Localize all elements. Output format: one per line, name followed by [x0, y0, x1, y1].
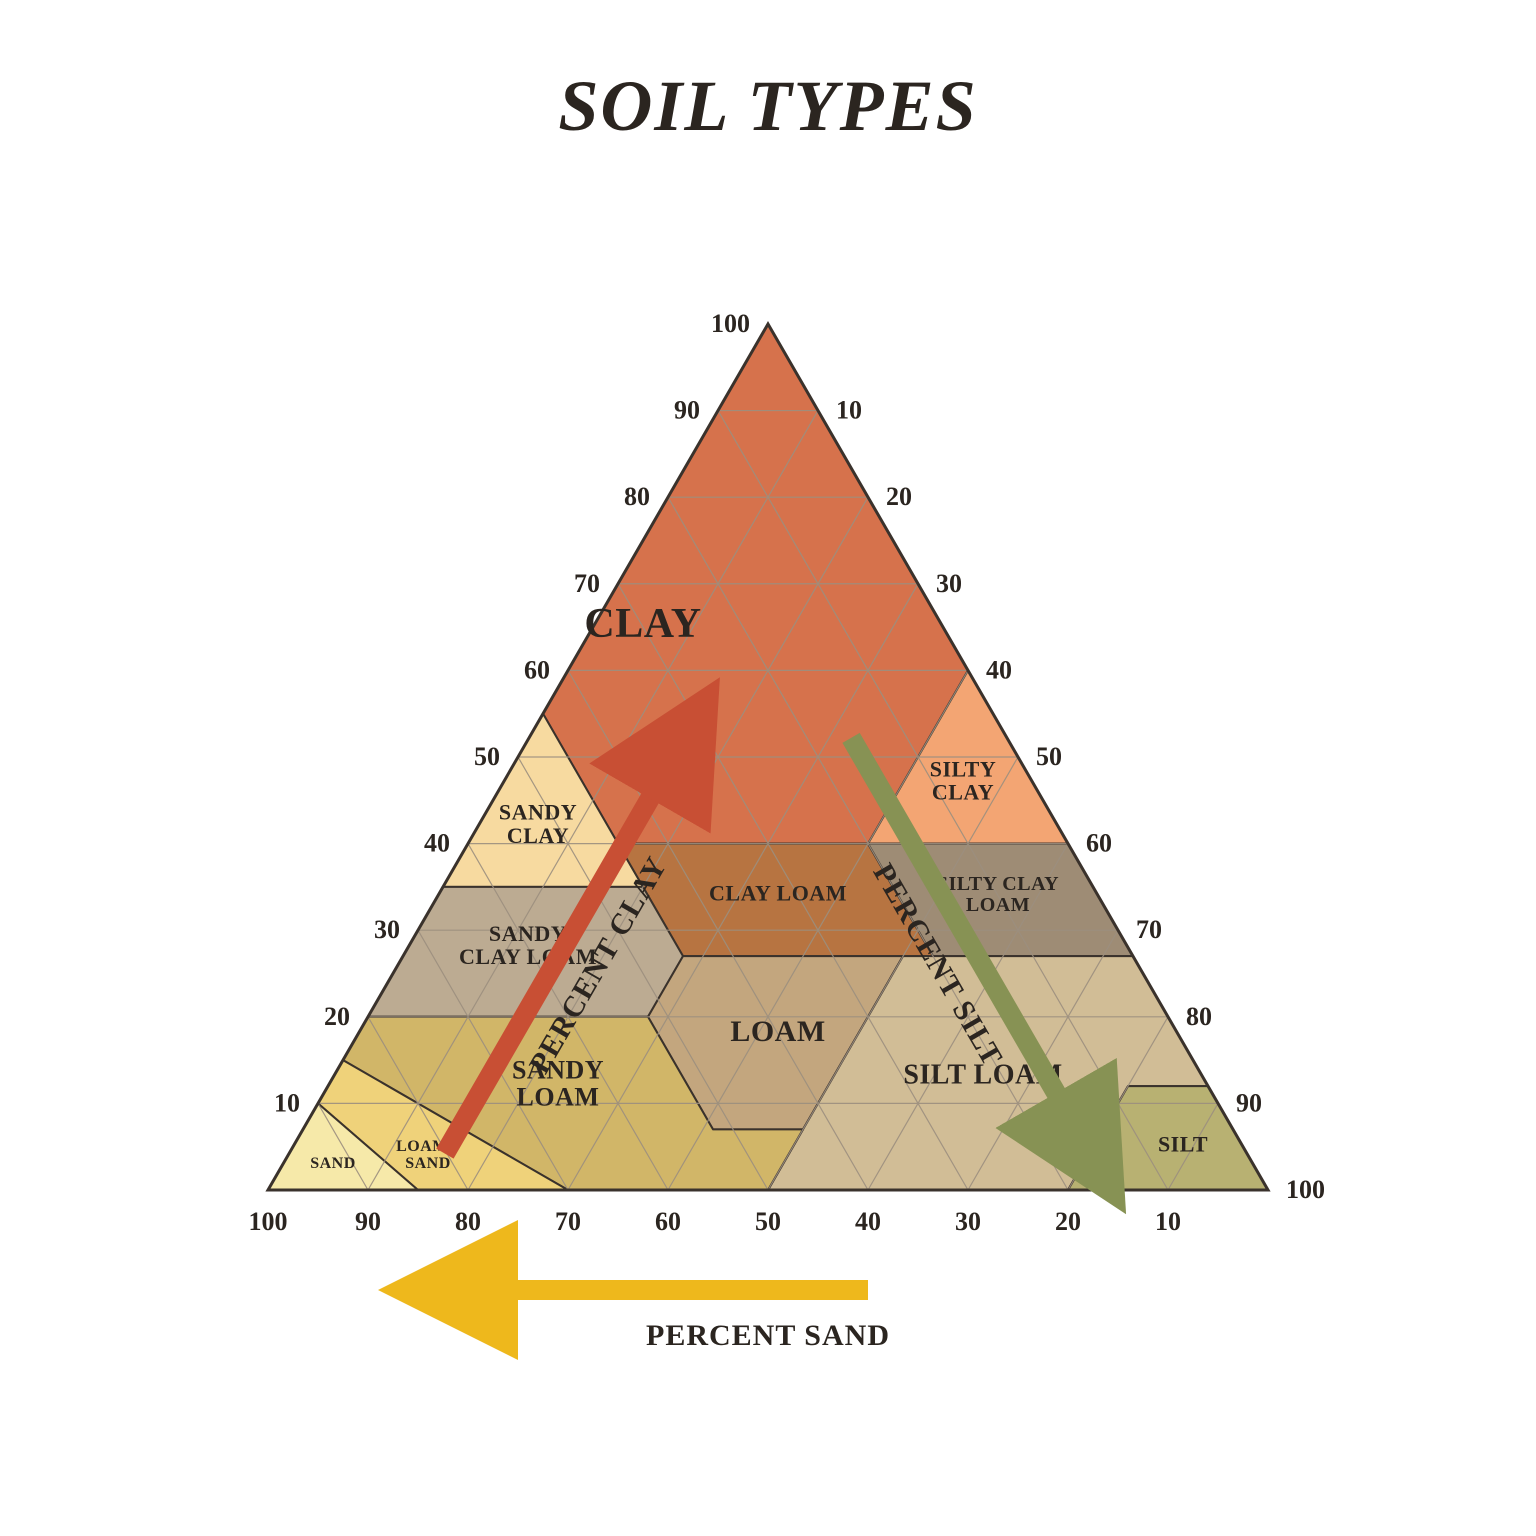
tick-clay-40: 40 [424, 829, 450, 858]
tick-silt-20: 20 [886, 482, 912, 511]
label-silt: SILT [1158, 1132, 1208, 1157]
tick-silt-10: 10 [836, 396, 862, 425]
tick-clay-30: 30 [374, 915, 400, 944]
tick-silt-50: 50 [1036, 742, 1062, 771]
tick-sand-90: 90 [355, 1207, 381, 1236]
tick-clay-50: 50 [474, 742, 500, 771]
tick-sand-70: 70 [555, 1207, 581, 1236]
tick-clay-20: 20 [324, 1002, 350, 1031]
label-sandy-clay: SANDYCLAY [499, 800, 577, 848]
axis-label-sand: PERCENT SAND [646, 1319, 890, 1352]
tick-sand-100: 100 [249, 1207, 288, 1236]
label-silty-clay: SILTYCLAY [930, 756, 997, 804]
tick-sand-30: 30 [955, 1207, 981, 1236]
tick-silt-100: 100 [1286, 1175, 1325, 1204]
tick-silt-90: 90 [1236, 1088, 1262, 1117]
label-clay: CLAY [584, 601, 701, 647]
tick-sand-60: 60 [655, 1207, 681, 1236]
soil-triangle-diagram: SOIL TYPES CLAY SILTYCLAY SANDYCLAY CLAY LOA… [0, 0, 1536, 1536]
tick-silt-80: 80 [1186, 1002, 1212, 1031]
label-loam: LOAM [730, 1015, 825, 1048]
tick-sand-20: 20 [1055, 1207, 1081, 1236]
tick-silt-60: 60 [1086, 829, 1112, 858]
tick-sand-50: 50 [755, 1207, 781, 1236]
tick-clay-100: 100 [711, 309, 750, 338]
tick-silt-30: 30 [936, 569, 962, 598]
tick-sand-40: 40 [855, 1207, 881, 1236]
tick-silt-40: 40 [986, 655, 1012, 684]
tick-clay-60: 60 [524, 655, 550, 684]
tick-clay-90: 90 [674, 396, 700, 425]
tick-silt-70: 70 [1136, 915, 1162, 944]
tick-sand-10: 10 [1155, 1207, 1181, 1236]
tick-sand-80: 80 [455, 1207, 481, 1236]
tick-clay-10: 10 [274, 1088, 300, 1117]
tick-clay-70: 70 [574, 569, 600, 598]
tick-clay-80: 80 [624, 482, 650, 511]
page-title: SOIL TYPES [558, 66, 977, 146]
label-sand: SAND [310, 1155, 356, 1172]
soil-triangle-svg: SOIL TYPES CLAY SILTYCLAY SANDYCLAY CLAY LOA… [0, 0, 1536, 1536]
label-clay-loam: CLAY LOAM [709, 881, 847, 906]
